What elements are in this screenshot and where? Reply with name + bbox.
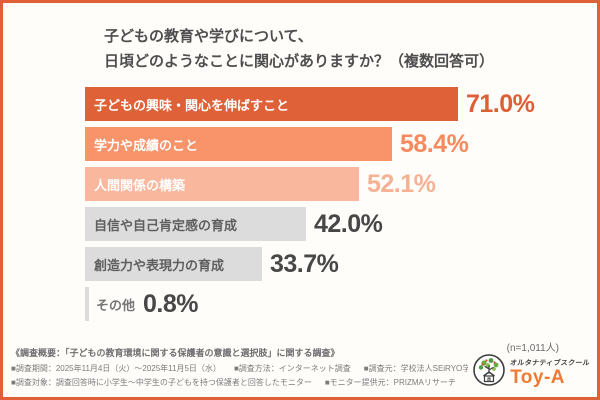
survey-target: ■調査対象：調査回答時に小学生～中学生の子どもを持つ保護者と回答したモニター — [11, 378, 312, 387]
bar-row: 創造力や表現力の育成 33.7% — [85, 247, 595, 281]
logo-school-name: Toy-A — [510, 366, 566, 388]
survey-source: ■調査元：学校法人SEiRYO学園 — [363, 364, 479, 373]
chart-title-line2: 日頃どのようなことに関心がありますか？（複数回答可） — [104, 53, 495, 70]
bar: 自信や自己肯定感の育成 — [85, 207, 306, 241]
sample-size-note: (n=1,011人) — [506, 343, 559, 354]
survey-overview: 《調査概要：「子どもの教育環境に関する保護者の意識と選択肢」に関する調査》 — [11, 348, 340, 358]
chart-title-line1: 子どもの教育や学びについて、 — [104, 28, 313, 45]
bar-label: 学力や成績のこと — [94, 137, 199, 153]
logo-school-type: オルタナティブスクール — [509, 359, 591, 367]
survey-details-line3: ■調査対象：調査回答時に小学生～中学生の子どもを持つ保護者と回答したモニター ■… — [11, 377, 541, 388]
bar-value: 33.7% — [270, 249, 339, 278]
survey-details-line2: ■調査期間：2025年11月4日（火）～2025年11月5日（水） ■調査方法：… — [11, 363, 541, 374]
bar-row: 自信や自己肯定感の育成 42.0% — [85, 207, 595, 241]
bar-label: 人間関係の構築 — [94, 177, 186, 193]
bar-value: 52.1% — [367, 169, 436, 198]
bar-row: 学力や成績のこと 58.4% — [85, 127, 595, 161]
bar-chart: 子どもの興味・関心を伸ばすこと 71.0% 学力や成績のこと 58.4% 人間関係の構築… — [85, 87, 595, 327]
survey-period: ■調査期間：2025年11月4日（火）～2025年11月5日（水） — [11, 364, 221, 373]
bar-row: 人間関係の構築 52.1% — [85, 167, 595, 201]
bar-value: 71.0% — [466, 89, 535, 118]
survey-details: 《調査概要：「子どもの教育環境に関する保護者の意識と選択肢」に関する調査》 ■調… — [11, 346, 541, 391]
logo-text: オルタナティブスクール Toy-A — [509, 358, 591, 388]
bar-label: その他 — [96, 297, 136, 313]
monitor-provider: ■モニター提供元：PRIZMAリサーチ — [324, 378, 456, 387]
bar — [85, 287, 89, 321]
bar-label: 子どもの興味・関心を伸ばすこと — [94, 97, 290, 113]
bar: 子どもの興味・関心を伸ばすこと — [85, 87, 458, 121]
bar-row: その他 0.8% — [85, 287, 595, 321]
bar-label: 自信や自己肯定感の育成 — [94, 217, 238, 233]
bar-value: 42.0% — [314, 209, 383, 238]
toy-a-logo: オルタナティブスクール Toy-A — [468, 353, 590, 392]
bar-value: 58.4% — [400, 129, 469, 158]
bar-value: 0.8% — [143, 289, 198, 318]
bar-row: 子どもの興味・関心を伸ばすこと 71.0% — [85, 87, 595, 121]
bar: 創造力や表現力の育成 — [85, 247, 262, 281]
bar: 学力や成績のこと — [85, 127, 392, 161]
bar: 人間関係の構築 — [85, 167, 359, 201]
survey-method: ■調査方法：インターネット調査 — [233, 364, 351, 373]
tree-house-logo-icon — [472, 353, 506, 392]
chart-title: 子どもの教育や学びについて、 日頃どのようなことに関心がありますか？（複数回答可… — [104, 24, 494, 74]
bar-label: 創造力や表現力の育成 — [94, 257, 225, 273]
